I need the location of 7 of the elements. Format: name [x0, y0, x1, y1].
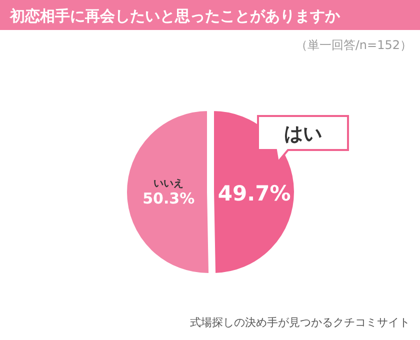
chart-title: 初恋相手に再会したいと思ったことがありますか [9, 7, 341, 25]
data-label: 49.7% [218, 182, 291, 206]
slice-label: いいえ [154, 178, 184, 190]
data-label: 50.3% [142, 189, 195, 208]
text: 式場探しの決め手が見つかるクチコミサイト [190, 316, 410, 329]
text: （単一回答/n=152） [295, 38, 412, 52]
slice-label: はい [284, 123, 322, 145]
